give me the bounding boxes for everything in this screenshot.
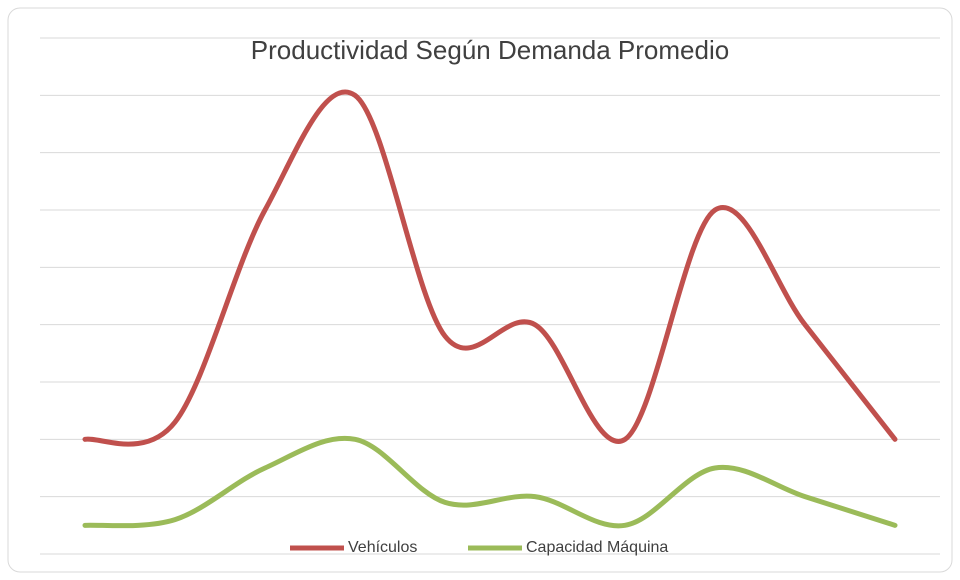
- chart-title: Productividad Según Demanda Promedio: [251, 35, 729, 65]
- legend-label: Capacidad Máquina: [526, 539, 668, 556]
- legend-label: Vehículos: [348, 539, 417, 556]
- series-line: [82, 435, 898, 529]
- series-line: [82, 89, 898, 447]
- chart-frame: [7, 7, 953, 573]
